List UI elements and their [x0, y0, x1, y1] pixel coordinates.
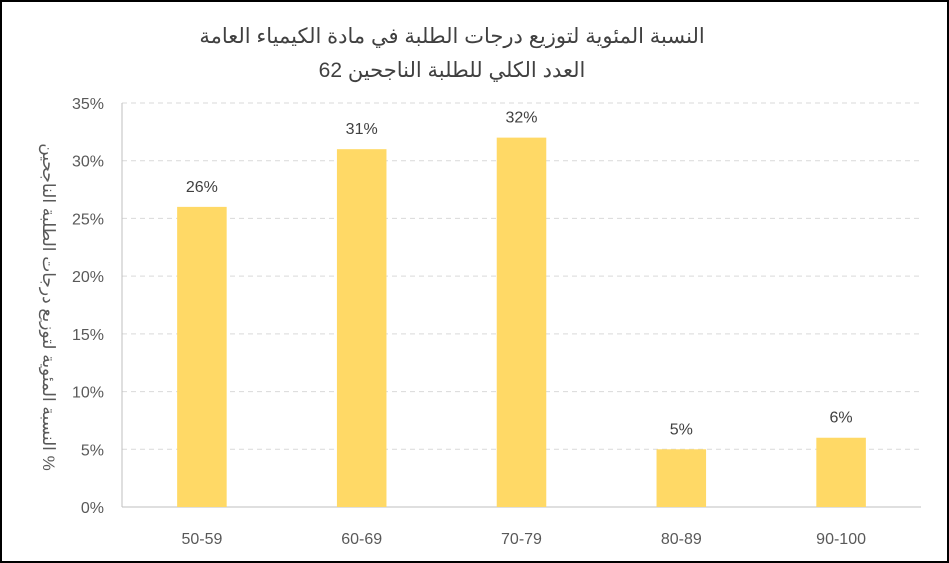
y-tick-label: 10% [72, 385, 104, 402]
bar-50-59 [177, 206, 227, 507]
x-tick-label: 70-79 [501, 531, 542, 548]
data-label: 32% [505, 110, 537, 127]
bar-80-89 [656, 449, 707, 507]
data-label: 31% [346, 121, 378, 138]
data-label: 5% [670, 421, 693, 438]
y-tick-label: 0% [81, 500, 104, 517]
bar-60-69 [336, 149, 387, 507]
x-tick-label: 50-59 [181, 531, 222, 548]
y-tick-label: 25% [72, 211, 104, 228]
data-label: 6% [830, 410, 853, 427]
bar-90-100 [816, 437, 866, 507]
chart-title: النسبة المئوية لتوزيع درجات الطلبة في ما… [199, 25, 705, 48]
y-tick-label: 35% [72, 96, 104, 113]
y-tick-label: 5% [81, 442, 104, 459]
x-tick-label: 80-89 [661, 531, 702, 548]
bar-70-79 [496, 137, 547, 507]
y-tick-label: 15% [72, 327, 104, 344]
x-tick-label: 60-69 [341, 531, 382, 548]
data-label: 26% [186, 179, 218, 196]
y-tick-label: 30% [72, 154, 104, 171]
chart-subtitle: العدد الكلي للطلبة الناجحين 62 [318, 59, 586, 82]
y-tick-label: 20% [72, 269, 104, 286]
x-tick-label: 90-100 [816, 531, 866, 548]
